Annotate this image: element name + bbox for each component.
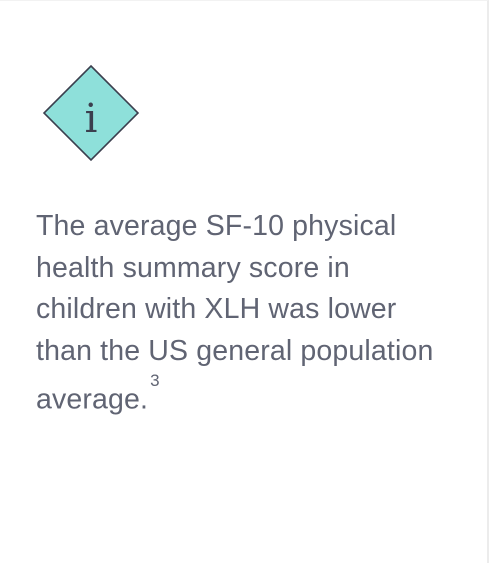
info-icon-glyph: i xyxy=(85,96,98,142)
callout-text: The average SF-10 physical health summar… xyxy=(36,206,456,421)
footnote-reference[interactable]: 3 xyxy=(150,371,160,390)
info-icon: i xyxy=(42,64,140,162)
callout-body: The average SF-10 physical health summar… xyxy=(36,210,434,416)
